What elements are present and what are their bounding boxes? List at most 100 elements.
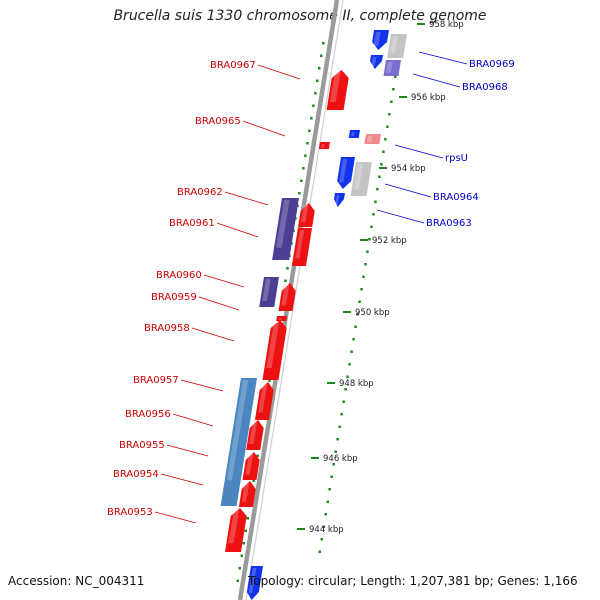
gc-dot (268, 379, 271, 382)
cds-bra0956-gloss (249, 422, 258, 444)
cds-bra0964b-gloss (353, 164, 364, 190)
gene-label-bra0957: BRA0957 (133, 375, 224, 392)
gene-leader-line (394, 144, 444, 159)
gc-dot (346, 375, 349, 378)
gc-dot (238, 567, 241, 570)
gene-label-text: BRA0968 (462, 82, 508, 93)
gc-dot (392, 88, 395, 91)
gc-dot (284, 279, 287, 282)
cds-bra0955 (242, 452, 260, 480)
gene-label-text: BRA0953 (107, 507, 153, 518)
gc-dot (376, 188, 379, 191)
cds-bra0968-shape (370, 55, 383, 69)
gc-dot (316, 79, 319, 82)
cds-bra0959 (278, 283, 296, 311)
gc-track-right (318, 38, 403, 553)
cds-bra0961b-gloss (295, 230, 305, 259)
cds-bra0960 (259, 277, 279, 307)
gc-dot (386, 125, 389, 128)
gene-label-rpsu: rpsU (394, 144, 468, 164)
cds-bra0956 (246, 420, 264, 450)
gc-dot (314, 92, 317, 95)
gc-dot (246, 517, 249, 520)
gene-label-bra0964: BRA0964 (384, 183, 479, 203)
gene-leader-line (160, 473, 204, 486)
cds-bra0964 (337, 157, 355, 189)
gene-label-text: BRA0959 (151, 292, 197, 303)
cds-bra0963-gloss (335, 195, 340, 205)
cds-bra0961a-gloss (300, 205, 309, 223)
cds-bra0964-shape (337, 157, 355, 189)
cds-bra0962-gloss (276, 200, 290, 248)
cds-bra0961b (292, 228, 312, 266)
backbone-highlight (245, 0, 344, 600)
cds-bra0953-gloss (228, 510, 240, 544)
gc-dot (344, 388, 347, 391)
map-title: Brucella suis 1330 chromosome II, comple… (113, 8, 487, 24)
gc-dot (358, 300, 361, 303)
gc-dot (384, 138, 387, 141)
cds-bra0958-gloss (266, 322, 280, 368)
gene-leader-line (376, 209, 425, 224)
cds-bottom-forward-shape (246, 566, 263, 600)
gc-dot (240, 554, 243, 557)
cds-bra0969 (372, 30, 389, 50)
gc-dot (348, 363, 351, 366)
gc-dot (256, 454, 259, 457)
gc-dot (318, 67, 321, 70)
gc-dot (364, 263, 367, 266)
cds-bra0967-shape (326, 70, 349, 110)
gc-dot (334, 450, 337, 453)
cds-bra0965-shape (318, 142, 330, 149)
gc-dot (336, 438, 339, 441)
gene-leader-line (166, 444, 209, 457)
gene-label-text: BRA0960 (156, 270, 202, 281)
cds-bra0968-gloss (371, 57, 377, 67)
gene-label-text: BRA0964 (433, 192, 479, 203)
gc-dot (338, 425, 341, 428)
cds-bra0969-shape (372, 30, 389, 50)
gc-dot (350, 350, 353, 353)
gene-label-bra0953: BRA0953 (107, 507, 197, 524)
cds-bra0955-gloss (245, 454, 254, 475)
cds-bra0967-gloss (329, 72, 341, 102)
gc-dot (332, 463, 335, 466)
cds-bra0954-gloss (241, 483, 250, 502)
cds-bra0955-shape (242, 452, 260, 480)
cds-bra0961a (298, 203, 315, 227)
cds-bra0962 (272, 198, 299, 260)
gene-label-text: BRA0955 (119, 440, 165, 451)
gene-label-text: BRA0954 (113, 469, 159, 480)
gc-dot (310, 117, 313, 120)
gc-dot (302, 167, 305, 170)
gc-dot (368, 238, 371, 241)
ruler-label: 948 kbp (339, 379, 374, 389)
gene-leader-line (191, 327, 235, 342)
topology-summary-text: Topology: circular; Length: 1,207,381 bp… (248, 574, 578, 588)
gc-dot (374, 200, 377, 203)
gene-leader-line (203, 274, 245, 288)
gc-dot (320, 538, 323, 541)
gc-dot (356, 313, 359, 316)
cds-bra0954 (238, 481, 256, 507)
gc-dot (382, 150, 385, 153)
cds-bra0957-gloss (258, 384, 268, 413)
gc-dot (236, 579, 239, 582)
gene-leader-line (216, 222, 259, 238)
gc-dot (312, 104, 315, 107)
gc-dot (300, 179, 303, 182)
gc-dot (388, 113, 391, 116)
gc-dot (390, 100, 393, 103)
gene-label-bra0956: BRA0956 (125, 409, 214, 427)
cds-bra0968b (383, 60, 401, 76)
gene-label-bra0967: BRA0967 (210, 60, 301, 80)
gc-dot (394, 75, 397, 78)
cds-bra0963 (334, 193, 345, 207)
cds-bra0958 (262, 320, 287, 380)
cds-bra0961a-shape (298, 203, 315, 227)
gene-label-text: BRA0956 (125, 409, 171, 420)
gc-dot (378, 175, 381, 178)
gene-label-text: BRA0965 (195, 116, 241, 127)
accession-text: Accession: NC_004311 (8, 574, 145, 588)
gc-dot (242, 542, 245, 545)
